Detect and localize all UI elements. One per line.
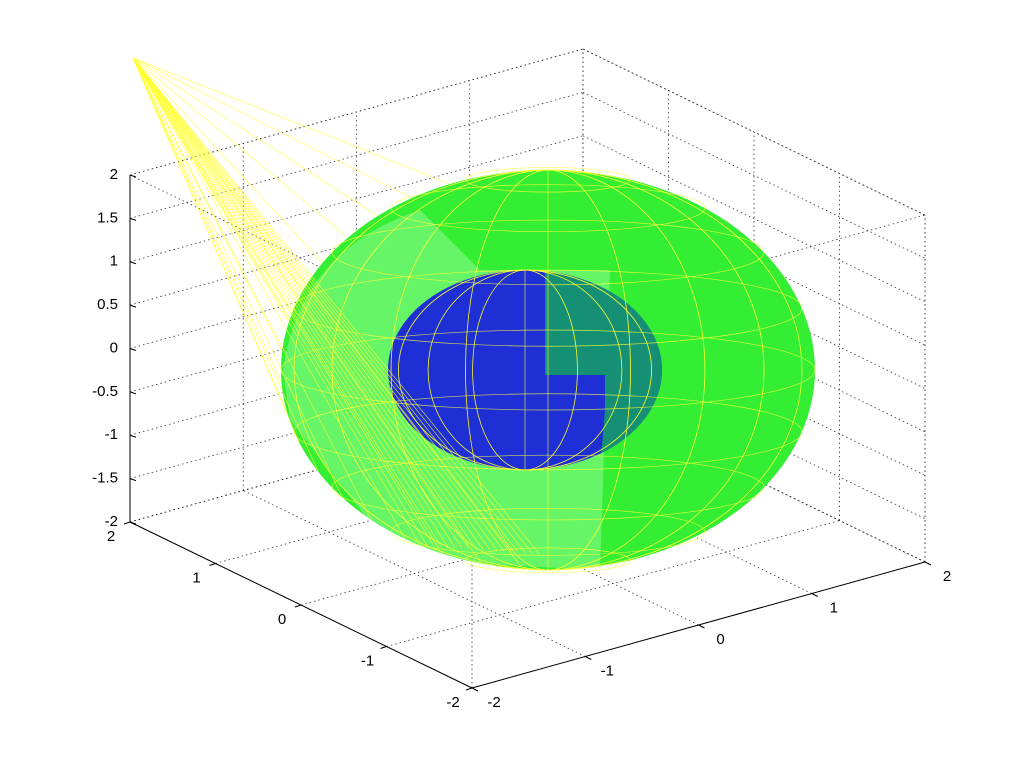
tick-mark: [129, 391, 137, 395]
tick-mark: [129, 174, 137, 178]
tick-mark: [924, 561, 932, 566]
y-tick-label: -1: [361, 652, 374, 669]
fan-line: [132, 57, 301, 444]
fan-line: [132, 57, 378, 217]
z-tick-label: -1: [105, 426, 118, 443]
tick-mark: [380, 646, 387, 649]
z-tick-label: 1.5: [97, 209, 118, 226]
y-tick-label: 1: [192, 569, 200, 586]
fan-line: [132, 57, 519, 553]
tick-mark: [129, 434, 137, 438]
tick-mark: [698, 624, 705, 629]
fan-line: [132, 57, 524, 570]
fan-line: [132, 57, 435, 547]
y-tick-label: 0: [278, 611, 286, 628]
tick-mark: [129, 261, 137, 265]
parallel: [465, 547, 631, 573]
fan-line: [132, 57, 319, 472]
tick-mark: [129, 348, 137, 351]
tick-mark: [294, 604, 302, 608]
fan-line: [132, 57, 372, 521]
fan-line: [132, 57, 533, 554]
fan-line: [132, 57, 456, 548]
tick-mark: [471, 687, 479, 692]
fan-line: [132, 57, 482, 564]
parallel: [331, 454, 765, 521]
z-tick-label: 0: [110, 339, 118, 356]
tick-mark: [209, 563, 216, 566]
fan-line: [132, 57, 343, 498]
z-tick-label: 1: [110, 253, 118, 270]
z-tick-label: -1.5: [92, 470, 118, 487]
fan-line: [132, 57, 505, 552]
y-tick-label: -2: [446, 694, 459, 711]
fan-line: [132, 57, 450, 185]
surfaces: [132, 57, 816, 573]
x-tick-label: 0: [716, 631, 724, 648]
x-tick-label: -1: [601, 662, 614, 679]
fan-line: [132, 57, 484, 550]
grid-line: [582, 48, 926, 216]
y-axis: [129, 521, 473, 689]
parallel: [390, 507, 706, 556]
fan-line: [132, 57, 443, 554]
parallel: [390, 184, 706, 233]
parallel: [280, 329, 816, 411]
inner-meridian: [398, 269, 652, 471]
tick-mark: [123, 521, 131, 525]
grid-line: [129, 91, 584, 219]
fan-line: [132, 57, 540, 554]
tick-mark: [465, 687, 473, 691]
fan-line: [132, 57, 348, 239]
fan-line: [132, 57, 323, 264]
fan-line: [132, 57, 290, 321]
grid-line: [386, 520, 840, 647]
fan-line: [132, 57, 413, 199]
grid-line: [582, 92, 926, 259]
mesh: [132, 57, 816, 573]
fan-line: [132, 57, 428, 546]
x-tick-label: -2: [487, 694, 500, 711]
fan-line: [132, 57, 282, 383]
parallel: [293, 393, 803, 471]
x-tick-label: 2: [943, 568, 951, 585]
tick-mark: [129, 304, 137, 308]
grid-line: [129, 48, 584, 176]
grid-line: [582, 135, 926, 303]
fan-line: [132, 57, 449, 548]
fan-line: [132, 57, 498, 551]
parallel: [465, 167, 631, 193]
x-axis: [471, 561, 926, 689]
fan-line: [132, 57, 421, 546]
tick-mark: [585, 656, 592, 660]
grid-line: [129, 135, 584, 263]
fan-line: [132, 57, 442, 547]
fan-line: [132, 57, 491, 551]
fan-line: [132, 57, 463, 549]
parallel: [331, 219, 765, 286]
z-tick-label: 0.5: [97, 296, 118, 313]
tick-mark: [811, 593, 818, 597]
tick-mark: [129, 217, 137, 221]
z-tick-label: -0.5: [92, 383, 118, 400]
x-tick-label: 1: [830, 599, 838, 616]
tick-mark: [129, 478, 137, 482]
z-tick-label: -2: [105, 513, 118, 530]
z-tick-label: 2: [110, 166, 118, 183]
fan-line: [132, 57, 406, 540]
fan-line: [132, 57, 526, 553]
y-tick-label: 2: [107, 528, 115, 545]
fan-line: [132, 57, 477, 550]
